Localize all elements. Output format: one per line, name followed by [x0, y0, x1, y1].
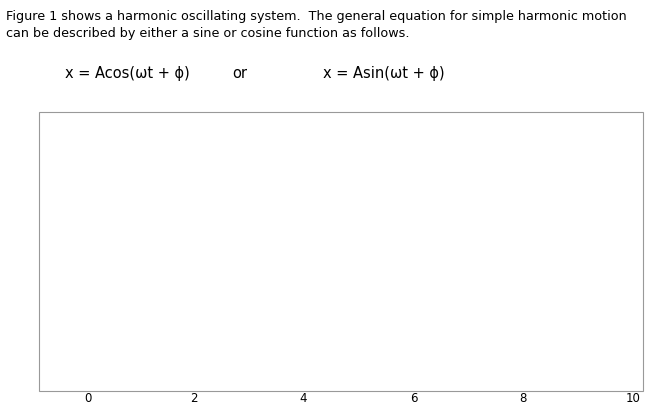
Y-axis label: displacement (m): displacement (m) [46, 217, 59, 327]
Text: Figure 1 shows a harmonic oscillating system.  The general equation for simple h: Figure 1 shows a harmonic oscillating sy… [6, 10, 627, 23]
Title: Figure 1. Simple Harmonic Motion: Figure 1. Simple Harmonic Motion [186, 135, 531, 153]
Text: x = Acos(ωt + ϕ): x = Acos(ωt + ϕ) [65, 65, 189, 81]
Text: can be described by either a sine or cosine function as follows.: can be described by either a sine or cos… [6, 27, 410, 40]
Text: or: or [233, 65, 247, 81]
Text: x = Asin(ωt + ϕ): x = Asin(ωt + ϕ) [323, 65, 444, 81]
